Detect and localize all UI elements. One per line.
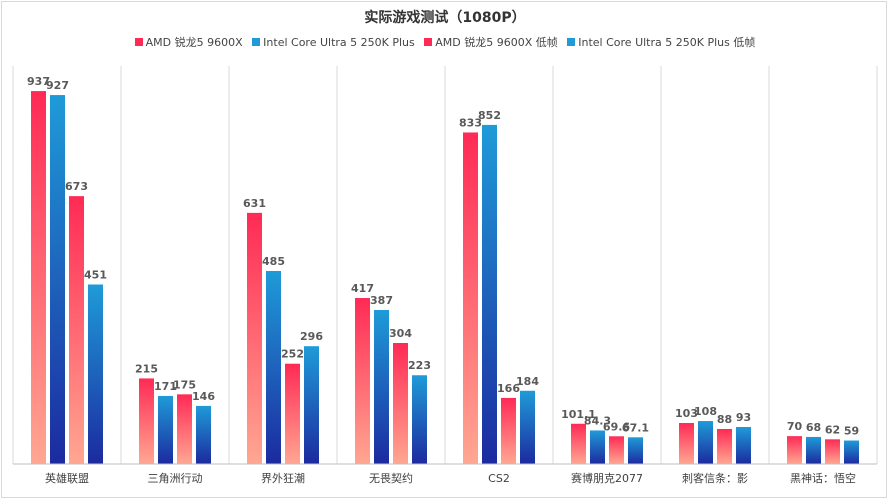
data-label: 108: [694, 405, 717, 418]
legend-swatch-intel-low: [567, 38, 576, 46]
legend-label-intel: Intel Core Ultra 5 250K Plus: [263, 36, 415, 49]
bar: [247, 212, 262, 464]
legend-item-intel-low: Intel Core Ultra 5 250K Plus 低帧: [567, 34, 755, 50]
legend-label-amd: AMD 锐龙5 9600X: [145, 36, 243, 49]
data-label: 673: [65, 180, 88, 193]
data-label: 215: [135, 362, 158, 375]
data-label: 68: [806, 421, 821, 434]
bar: [628, 437, 643, 464]
chart-title: 实际游戏测试（1080P）: [364, 10, 526, 26]
bar: [698, 421, 713, 464]
data-label: 67.1: [622, 421, 649, 434]
data-label: 927: [46, 79, 69, 92]
data-label: 631: [243, 197, 266, 210]
data-label: 417: [351, 282, 374, 295]
legend-item-amd: AMD 锐龙5 9600X: [134, 34, 243, 50]
bar: [520, 390, 535, 464]
data-label: 93: [736, 411, 751, 424]
legend-item-amd-low: AMD 锐龙5 9600X 低帧: [424, 34, 558, 50]
bar: [609, 436, 624, 464]
x-tick-label: 无畏契约: [369, 471, 413, 485]
bar: [393, 343, 408, 464]
data-label: 387: [370, 294, 393, 307]
data-label: 451: [84, 269, 107, 282]
bar: [482, 124, 497, 465]
data-label: 937: [27, 75, 50, 88]
legend-item-intel: Intel Core Ultra 5 250K Plus: [252, 36, 415, 49]
legend-swatch-intel: [252, 38, 261, 46]
bar: [177, 394, 192, 464]
bar: [31, 91, 46, 464]
x-tick-labels: 英雄联盟 三角洲行动 界外狂潮 无畏契约 CS2 赛博朋克2077 刺客信条：影 黑神话：悟空: [45, 471, 856, 485]
bar: [717, 428, 732, 464]
bar: [412, 375, 427, 464]
x-tick-label: 英雄联盟: [45, 471, 89, 485]
bar: [355, 298, 370, 464]
bar: [196, 405, 211, 464]
legend-label-intel-low: Intel Core Ultra 5 250K Plus 低帧: [578, 36, 756, 49]
data-label: 62: [825, 423, 840, 436]
data-labels-group: 9379276734512151711751466314852522964173…: [27, 75, 859, 437]
bar: [736, 426, 751, 464]
bar: [844, 440, 859, 464]
bar: [304, 346, 319, 464]
x-tick-label: 赛博朋克2077: [571, 471, 643, 485]
legend-label-amd-low: AMD 锐龙5 9600X 低帧: [435, 36, 558, 49]
legend-swatch-amd-low: [424, 38, 433, 46]
data-label: 175: [173, 378, 196, 391]
bar: [139, 378, 154, 464]
data-label: 833: [459, 116, 482, 129]
chart-legend: AMD 锐龙5 9600X Intel Core Ultra 5 250K Pl…: [0, 34, 890, 50]
data-label: 223: [408, 359, 431, 372]
bar: [590, 430, 605, 464]
x-tick-label: 刺客信条：影: [682, 471, 748, 485]
data-label: 485: [262, 255, 285, 268]
data-label: 101.1: [561, 408, 596, 421]
x-tick-label: 黑神话：悟空: [790, 471, 856, 485]
bar: [158, 395, 173, 464]
bar: [825, 439, 840, 464]
legend-swatch-amd: [134, 38, 143, 46]
bar: [501, 397, 516, 464]
category-separators: [12, 66, 878, 464]
data-label: 852: [478, 109, 501, 122]
bar: [374, 309, 389, 464]
bar: [69, 196, 84, 464]
data-label: 69.6: [603, 420, 630, 433]
bar: [679, 423, 694, 464]
data-label: 304: [389, 327, 412, 340]
x-tick-label: CS2: [488, 472, 510, 485]
data-label: 166: [497, 382, 520, 395]
data-label: 70: [787, 420, 803, 433]
data-label: 146: [192, 390, 215, 403]
bar: [571, 423, 586, 464]
bars-group: [31, 91, 859, 465]
data-label: 84.3: [584, 414, 611, 427]
x-tick-label: 三角洲行动: [148, 472, 203, 485]
bar: [285, 363, 300, 464]
data-label: 59: [844, 425, 859, 438]
x-tick-label: 界外狂潮: [261, 471, 305, 485]
data-label: 103: [675, 407, 698, 420]
data-label: 252: [281, 348, 304, 361]
bar: [88, 284, 103, 464]
data-label: 171: [154, 380, 177, 393]
bar: [787, 436, 802, 464]
data-label: 184: [516, 375, 539, 388]
bar: [463, 132, 478, 464]
bar: [266, 270, 281, 464]
bar: [806, 436, 821, 464]
data-label: 296: [300, 330, 323, 343]
data-label: 88: [717, 413, 732, 426]
bar: [50, 95, 65, 464]
